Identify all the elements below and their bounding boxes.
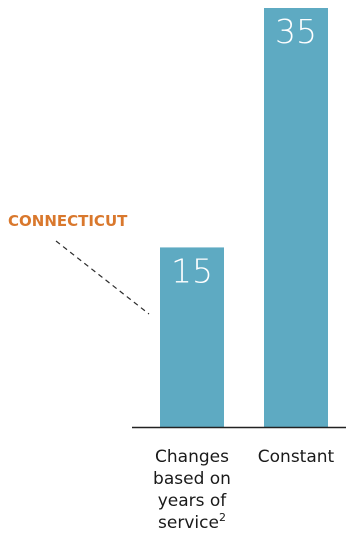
footnote-superscript: 2 bbox=[219, 511, 226, 524]
category-label-line: service bbox=[158, 513, 219, 533]
bar-value-label-1: 35 bbox=[275, 12, 317, 51]
annotation-label: CONNECTICUT bbox=[8, 212, 128, 230]
category-label-0: Changes based on years of service2 bbox=[153, 447, 231, 533]
category-label-line: based on bbox=[153, 469, 231, 489]
category-label-1: Constant bbox=[258, 447, 335, 467]
category-label-line: Changes bbox=[155, 447, 229, 467]
category-label-line: Constant bbox=[258, 447, 335, 467]
bar-value-label-0: 15 bbox=[171, 251, 213, 290]
bar-1 bbox=[264, 8, 328, 427]
annotation-leader-line bbox=[55, 240, 150, 315]
category-labels-layer: Changes based on years of service2 Constant bbox=[153, 447, 334, 533]
bar-0 bbox=[160, 247, 224, 427]
category-label-line: years of bbox=[158, 491, 228, 511]
